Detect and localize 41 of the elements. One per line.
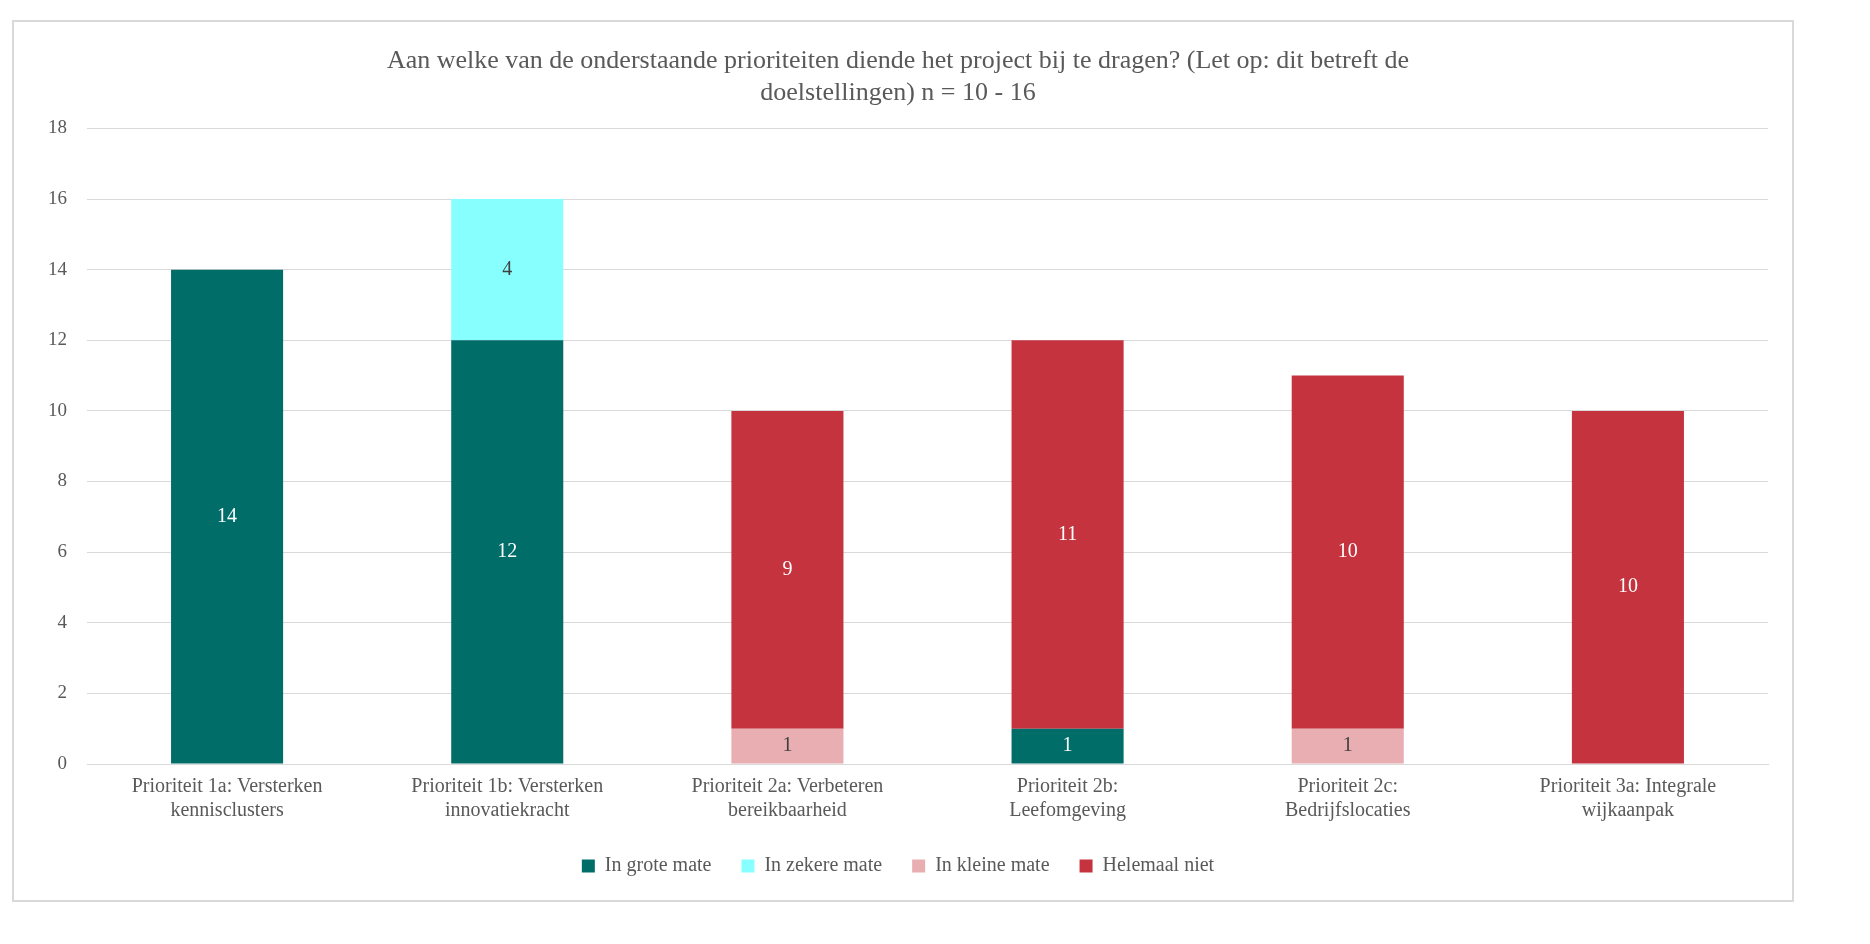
bar bbox=[451, 199, 564, 341]
y-tick-label: 18 bbox=[48, 116, 67, 138]
data-label: 9 bbox=[782, 557, 793, 580]
y-tick-label: 4 bbox=[57, 610, 68, 632]
chart-title: Aan welke van de onderstaande prioriteiten diende het project bij te dragen? (Let op: dit betreft de doelstellingen) n = 10 - 16 bbox=[386, 45, 1410, 106]
x-tick-label: Prioriteit 1b: Versterken innovatiekracht bbox=[411, 774, 604, 821]
legend-label: In grote mate bbox=[604, 853, 712, 877]
y-tick-label: 6 bbox=[57, 540, 67, 562]
x-tick-label: Prioriteit 3a: Integrale wijkaanpak bbox=[1539, 774, 1717, 822]
data-label: 12 bbox=[497, 539, 518, 562]
legend-label: In zekere mate bbox=[764, 853, 883, 876]
bar bbox=[731, 410, 844, 729]
y-tick-label: 8 bbox=[57, 469, 67, 491]
y-tick-label: 16 bbox=[48, 187, 67, 209]
x-tick-label: Prioriteit 2a: Verbeteren bereikbaarheid bbox=[691, 774, 884, 821]
bar bbox=[1011, 340, 1124, 729]
bar bbox=[1291, 375, 1404, 729]
y-tick-label: 10 bbox=[48, 398, 67, 420]
data-label: 1 bbox=[1062, 733, 1073, 756]
legend-label: Helemaal niet bbox=[1102, 853, 1215, 876]
data-label: 10 bbox=[1337, 539, 1358, 562]
bar bbox=[171, 269, 284, 764]
bar bbox=[1011, 728, 1124, 764]
data-label: 1 bbox=[782, 733, 793, 756]
bar bbox=[1291, 728, 1404, 764]
y-tick-label: 12 bbox=[48, 328, 67, 350]
bar bbox=[731, 728, 844, 764]
data-label: 4 bbox=[502, 256, 513, 279]
data-label: 11 bbox=[1057, 521, 1078, 544]
y-tick-label: 0 bbox=[57, 751, 67, 773]
data-label: 1 bbox=[1342, 733, 1353, 756]
bar bbox=[451, 340, 564, 764]
y-tick-label: 14 bbox=[48, 257, 68, 279]
bar bbox=[1571, 410, 1684, 764]
y-tick-label: 2 bbox=[57, 681, 67, 703]
legend-label: In kleine mate bbox=[935, 853, 1050, 876]
x-tick-label: Prioriteit 2c: Bedrijfslocaties bbox=[1284, 774, 1411, 822]
data-label: 10 bbox=[1617, 574, 1638, 597]
x-tick-label: Prioriteit 1a: Versterken kennisclusters bbox=[131, 774, 323, 821]
data-label: 14 bbox=[217, 503, 238, 526]
x-tick-label: Prioriteit 2b: Leefomgeving bbox=[1009, 774, 1126, 822]
